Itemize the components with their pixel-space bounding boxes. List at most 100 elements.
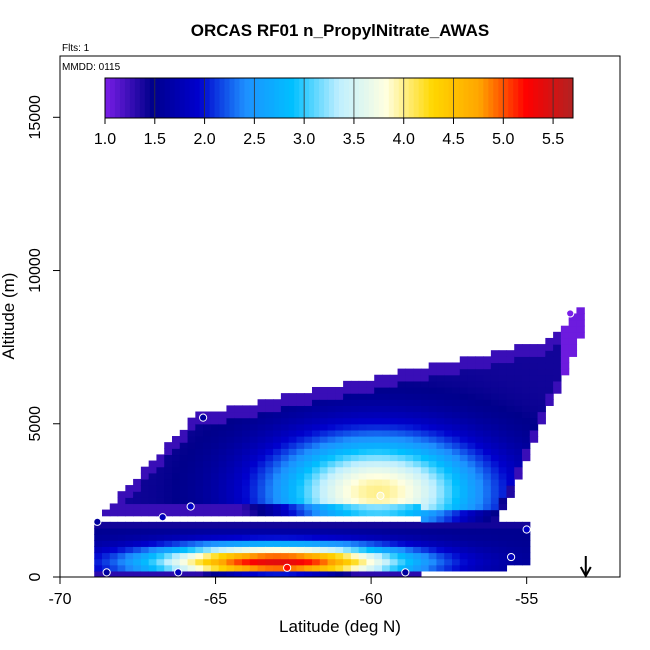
heat-cell (358, 570, 368, 577)
heat-cell (296, 558, 305, 566)
heat-cell (319, 564, 329, 572)
heat-cell (452, 436, 461, 443)
x-tick-label: -60 (360, 591, 383, 608)
heat-cell (280, 558, 290, 566)
heat-cell (273, 405, 282, 413)
heat-cell (382, 491, 391, 498)
heat-cell (366, 570, 375, 577)
heat-cell (522, 411, 531, 419)
heat-cell (335, 466, 344, 474)
heat-cell (576, 313, 585, 321)
heat-cell (397, 386, 406, 394)
colorbar: 1.0 1.5 2.0 2.5 3.0 3.5 4.0 4.5 5.0 5.5 (94, 77, 574, 148)
heat-cell (234, 436, 243, 443)
heat-cell (257, 540, 266, 547)
heat-cell (257, 405, 266, 413)
heat-cell (444, 478, 453, 486)
heat-cell (179, 509, 189, 517)
heat-cell (195, 534, 204, 541)
heat-cell (498, 466, 508, 474)
heat-cell (428, 436, 438, 443)
heat-cell (389, 466, 399, 474)
heat-cell (265, 460, 274, 468)
colorbar-segment (299, 78, 305, 118)
heat-cell (452, 564, 461, 572)
heat-cell (148, 509, 158, 517)
heat-cell (498, 350, 508, 357)
heat-cell (304, 399, 313, 406)
colorbar-tick-label: 1.0 (94, 131, 116, 148)
heat-cell (490, 546, 500, 554)
heat-cell (195, 491, 204, 498)
heat-cell (420, 380, 430, 388)
heat-cell (475, 423, 484, 431)
heat-cell (475, 374, 484, 382)
heat-cell (249, 485, 259, 492)
heat-cell (452, 552, 461, 560)
heat-cell (490, 491, 500, 498)
heat-cell (265, 417, 274, 425)
heat-cell (537, 362, 546, 370)
heat-cell (452, 497, 461, 505)
heat-cell (350, 534, 360, 541)
heat-cell (94, 570, 103, 577)
heat-cell (382, 485, 391, 492)
heat-cell (514, 423, 523, 431)
heat-cell (428, 417, 438, 425)
heat-cell (452, 521, 461, 529)
heat-cell (490, 417, 500, 425)
heat-cell (514, 558, 523, 566)
heat-cell (514, 429, 523, 437)
heat-cell (226, 478, 235, 486)
heat-cell (374, 411, 383, 419)
heat-cell (242, 442, 251, 449)
heat-cell (506, 466, 515, 474)
heat-cell (327, 448, 336, 456)
heat-cell (358, 558, 368, 566)
heat-cell (397, 485, 406, 492)
heat-cell (203, 411, 212, 419)
heat-cell (210, 534, 220, 541)
heat-cell (234, 478, 243, 486)
heat-cell (389, 429, 399, 437)
heat-cell (343, 527, 352, 535)
heat-cell (382, 405, 391, 413)
heat-cell (312, 417, 321, 425)
heat-cell (444, 466, 453, 474)
heat-cell (343, 540, 352, 547)
heat-cell (140, 552, 150, 560)
heat-cell (226, 423, 235, 431)
heat-cell (467, 380, 476, 388)
heat-cell (195, 411, 204, 419)
heat-cell (280, 429, 290, 437)
heat-cell (514, 368, 523, 376)
heat-cell (335, 405, 344, 413)
flights-label: Flts: 1 (62, 43, 90, 54)
heat-cell (358, 393, 368, 400)
heat-cell (288, 552, 298, 560)
heat-cell (382, 558, 391, 566)
heat-cell (483, 527, 492, 535)
heat-cell (490, 460, 500, 468)
heat-cell (335, 393, 344, 400)
heat-cell (405, 503, 414, 511)
heat-cell (366, 521, 375, 529)
heat-cell (265, 564, 274, 572)
colorbar-segment (358, 78, 365, 118)
heat-cell (280, 497, 290, 505)
heat-cell (374, 380, 383, 388)
heat-cell (187, 534, 196, 541)
heat-cell (319, 448, 329, 456)
heat-cell (506, 356, 515, 364)
heat-cell (140, 485, 150, 492)
heat-cell (413, 540, 422, 547)
heat-cell (172, 503, 181, 511)
heat-cell (257, 411, 266, 419)
sample-point (199, 413, 208, 422)
heat-cell (459, 423, 469, 431)
heat-cell (210, 448, 220, 456)
heat-cell (498, 454, 508, 462)
heat-cell (506, 399, 515, 406)
heat-cell (506, 411, 515, 419)
heat-cell (452, 540, 461, 547)
